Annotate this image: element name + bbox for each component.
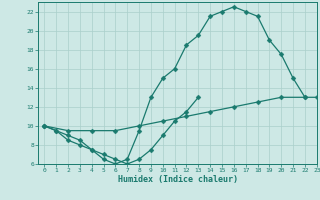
X-axis label: Humidex (Indice chaleur): Humidex (Indice chaleur) xyxy=(118,175,238,184)
